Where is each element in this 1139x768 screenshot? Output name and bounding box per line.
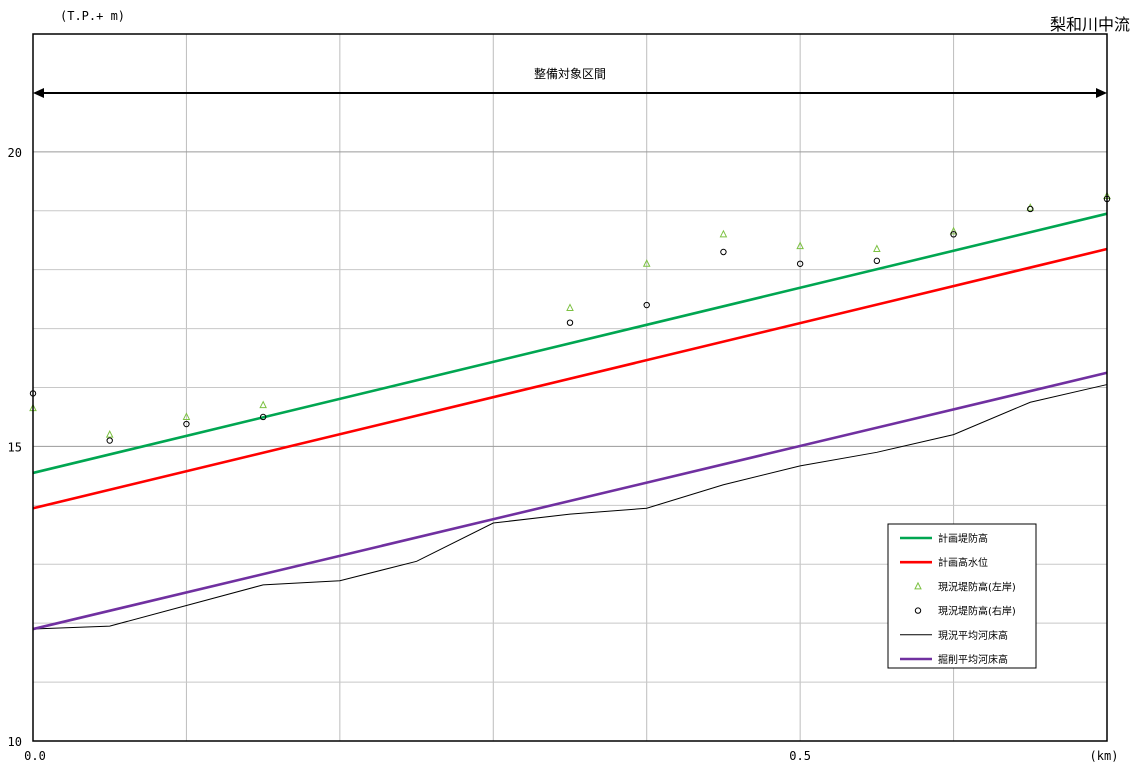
series-3-point — [720, 248, 727, 256]
series-2-point — [259, 400, 267, 409]
target-span-annotation: 整備対象区間 — [33, 66, 1107, 98]
series-2-point — [182, 412, 191, 420]
series-1-line — [32, 247, 1108, 510]
series-5-line — [32, 371, 1108, 631]
target-span-left-arrow — [33, 88, 44, 98]
series-3-point — [950, 231, 957, 238]
legend-item: 掘削平均河床高 — [900, 653, 1008, 666]
series-4-line — [32, 384, 1108, 630]
chart-title: 梨和川中流 — [1050, 15, 1130, 34]
legend-swatch — [914, 607, 922, 614]
plot-frame — [32, 33, 1108, 742]
y-tick-label: 15 — [8, 440, 22, 454]
series-3-point — [106, 437, 113, 444]
legend-item: 計画高水位 — [900, 556, 988, 569]
legend-label: 計画堤防高 — [938, 532, 988, 545]
legend-label: 計画高水位 — [938, 556, 988, 569]
series-2-point — [642, 259, 651, 267]
legend-item: 現況平均河床高 — [900, 629, 1008, 642]
legend-label: 現況堤防高(左岸) — [938, 580, 1016, 593]
plot-border — [32, 33, 1108, 742]
y-tick-label: 10 — [8, 735, 22, 749]
series-2-point — [566, 303, 574, 311]
series-3-point — [259, 413, 267, 421]
series-2-point — [949, 226, 958, 235]
series-3-point — [796, 260, 804, 267]
target-span-right-arrow — [1096, 88, 1107, 98]
plot-series — [29, 191, 1111, 631]
legend-label: 現況堤防高(右岸) — [938, 605, 1016, 618]
x-tick-label: 0.0 — [24, 749, 46, 763]
series-3-point — [643, 301, 650, 309]
legend-item: 計画堤防高 — [900, 532, 988, 545]
legend-label: 現況平均河床高 — [938, 629, 1008, 642]
series-3-point — [183, 420, 190, 428]
target-span-label: 整備対象区間 — [534, 66, 606, 81]
series-2-point — [796, 241, 804, 250]
series-0-line — [32, 212, 1108, 475]
legend-box — [887, 523, 1037, 669]
legend-item: 現況堤防高(左岸) — [914, 580, 1016, 593]
x-axis-unit-label: (km) — [1090, 749, 1119, 763]
series-2-point — [1026, 203, 1035, 211]
x-tick-label: 0.5 — [789, 749, 811, 763]
legend-item: 現況堤防高(右岸) — [914, 605, 1016, 618]
y-axis-unit-label: (T.P.+ m) — [60, 9, 125, 23]
legend-swatch — [914, 581, 922, 590]
series-3-point — [566, 319, 574, 326]
legend-label: 掘削平均河床高 — [938, 653, 1008, 666]
series-3-point — [1027, 205, 1034, 213]
series-2-point — [719, 229, 728, 238]
series-3-point — [873, 257, 881, 265]
series-2-point — [873, 244, 881, 253]
axes: 0.0 0.5 10 15 20 — [8, 146, 811, 763]
y-tick-label: 20 — [8, 146, 22, 160]
series-2-point — [105, 430, 114, 438]
